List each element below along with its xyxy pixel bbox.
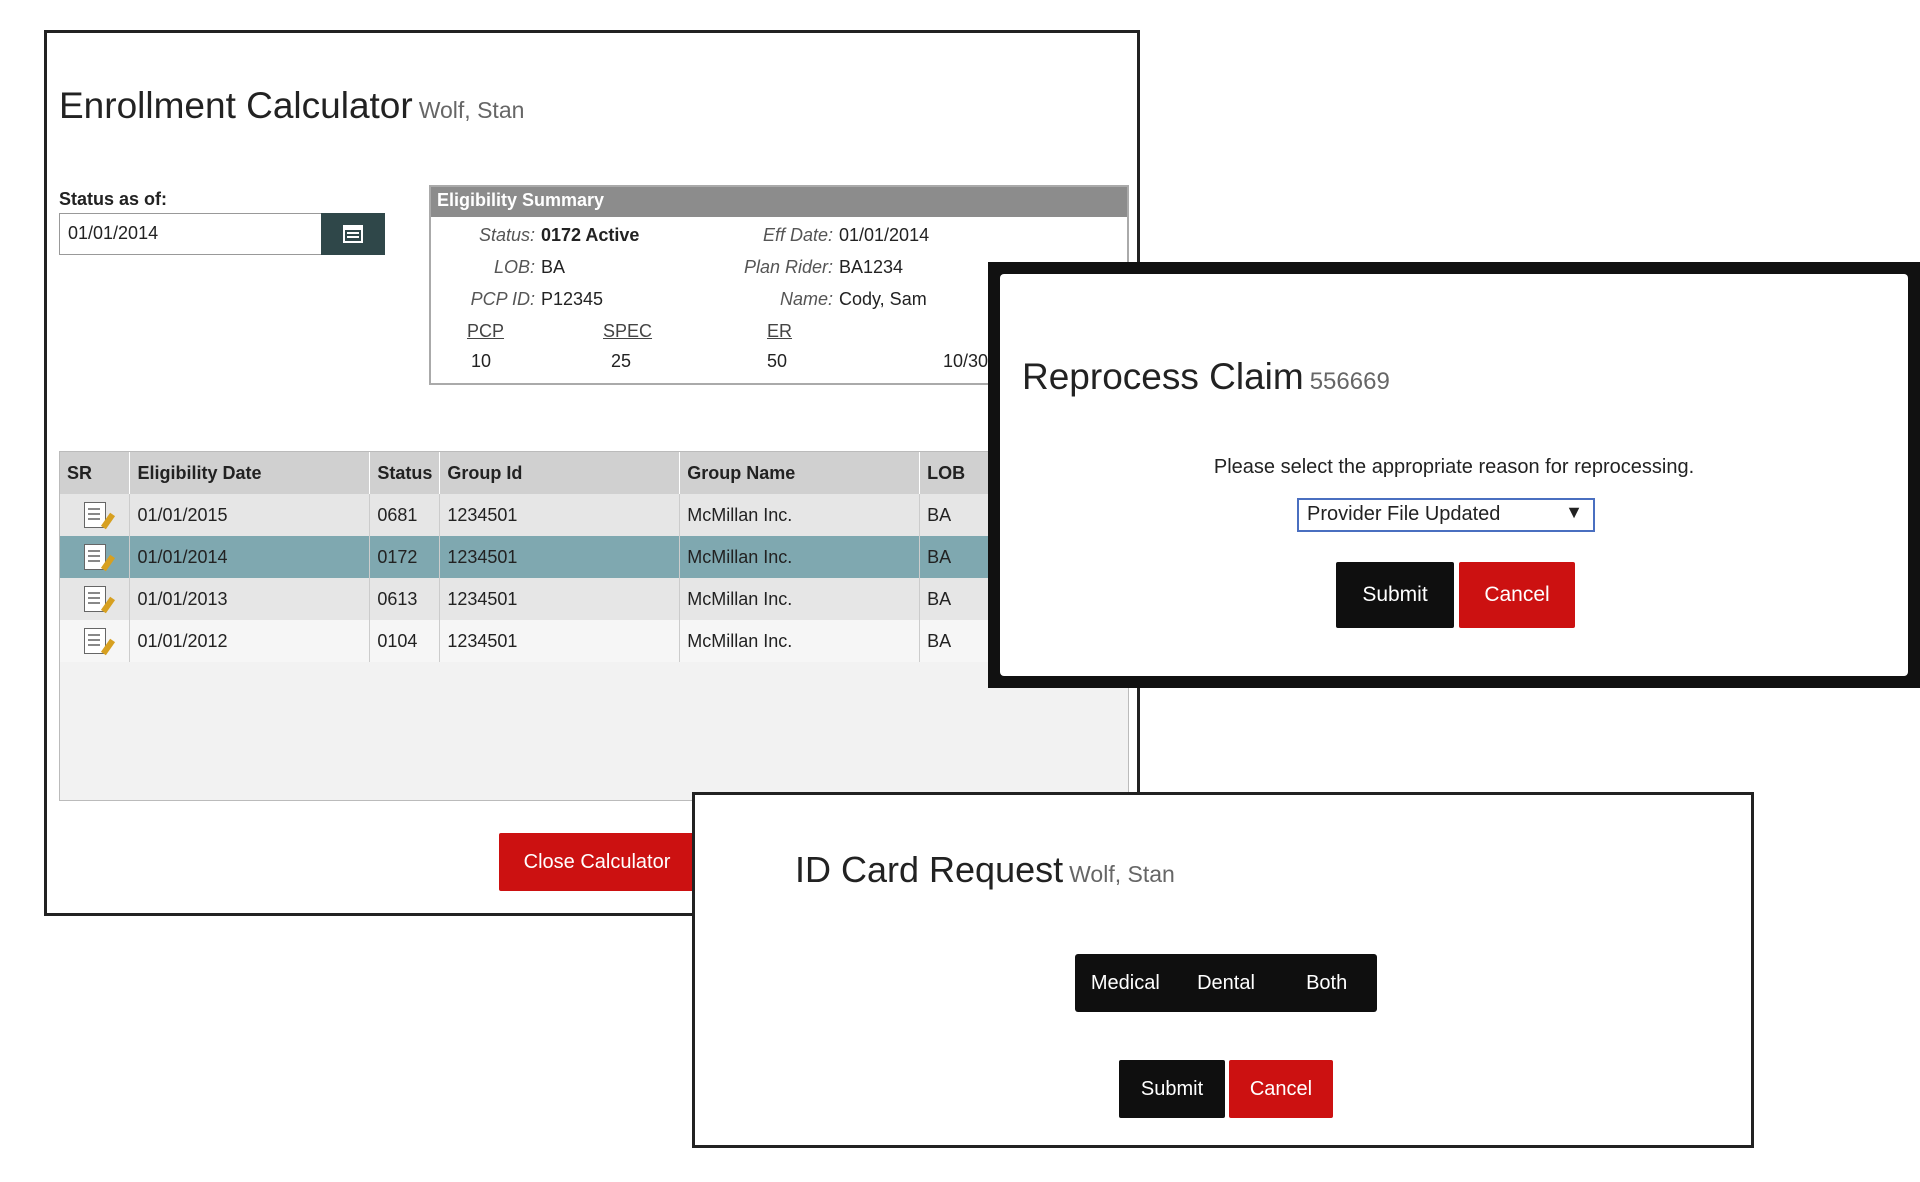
col-header-group-id[interactable]: Group Id <box>439 452 681 494</box>
col-header-status[interactable]: Status <box>369 452 441 494</box>
summary-status: Status: 0172 Active <box>439 225 639 246</box>
edit-document-icon[interactable] <box>83 628 106 654</box>
eligibility-table: SR Eligibility Date Status Group Id Grou… <box>59 451 1129 801</box>
summary-eff-date-label: Eff Date: <box>762 225 833 245</box>
summary-val-er: 50 <box>767 351 788 371</box>
status-as-of-input[interactable] <box>60 214 326 252</box>
calendar-icon <box>343 225 363 243</box>
reprocess-title-text: Reprocess Claim <box>1022 356 1304 397</box>
enrollment-title: Enrollment Calculator Wolf, Stan <box>59 85 524 127</box>
reprocess-title: Reprocess Claim 556669 <box>1022 356 1390 398</box>
group-id-cell: 1234501 <box>439 536 681 578</box>
summary-lob-label: LOB: <box>493 257 535 277</box>
eligibility-date-cell: 01/01/2013 <box>129 578 371 620</box>
table-row[interactable]: 01/01/2013 0613 1234501 McMillan Inc. BA <box>60 578 1128 620</box>
group-name-cell: McMillan Inc. <box>679 536 921 578</box>
summary-val-pcp: 10 <box>471 351 492 371</box>
summary-plan-rider: Plan Rider: BA1234 <box>731 257 903 278</box>
group-id-cell: 1234501 <box>439 494 681 536</box>
idcard-title: ID Card Request Wolf, Stan <box>795 849 1175 891</box>
reprocess-reason-select[interactable]: Provider File Updated ▼ <box>1297 498 1595 532</box>
status-link[interactable]: 0681 <box>369 494 441 536</box>
summary-name: Name: Cody, Sam <box>731 289 927 310</box>
id-card-request-panel: ID Card Request Wolf, Stan Medical Dental… <box>692 792 1754 1148</box>
summary-status-value: 0172 Active <box>541 225 640 245</box>
service-request-cell[interactable] <box>60 494 131 536</box>
idcard-member-name: Wolf, Stan <box>1069 861 1175 887</box>
service-request-cell[interactable] <box>60 620 131 662</box>
eligibility-date-cell: 01/01/2012 <box>129 620 371 662</box>
calendar-button[interactable] <box>321 213 385 255</box>
table-header-row: SR Eligibility Date Status Group Id Grou… <box>60 452 1128 494</box>
idcard-submit-button[interactable]: Submit <box>1119 1060 1225 1118</box>
idcard-cancel-button[interactable]: Cancel <box>1229 1060 1333 1118</box>
close-calculator-button[interactable]: Close Calculator <box>499 833 695 891</box>
eligibility-date-cell: 01/01/2015 <box>129 494 371 536</box>
col-header-sr[interactable]: SR <box>60 452 131 494</box>
service-request-cell[interactable] <box>60 578 131 620</box>
table-row-selected[interactable]: 01/01/2014 0172 1234501 McMillan Inc. BA <box>60 536 1128 578</box>
summary-col-pcp: PCP <box>467 321 505 341</box>
edit-document-icon[interactable] <box>83 586 106 612</box>
summary-col-er: ER <box>767 321 793 341</box>
enrollment-title-text: Enrollment Calculator <box>59 85 413 126</box>
table-row[interactable]: 01/01/2012 0104 1234501 McMillan Inc. BA <box>60 620 1128 662</box>
eligibility-date-cell: 01/01/2014 <box>129 536 371 578</box>
reprocess-claim-content: Reprocess Claim 556669 Please select the … <box>1000 274 1908 676</box>
status-as-of-label: Status as of: <box>59 189 168 209</box>
service-request-cell[interactable] <box>60 536 131 578</box>
card-type-medical[interactable]: Medical <box>1075 954 1176 1012</box>
group-id-cell: 1234501 <box>439 620 681 662</box>
enrollment-member-name: Wolf, Stan <box>418 97 525 123</box>
status-link[interactable]: 0172 <box>369 536 441 578</box>
group-id-cell: 1234501 <box>439 578 681 620</box>
col-header-eligibility-date[interactable]: Eligibility Date <box>129 452 371 494</box>
reprocess-claim-dialog: Reprocess Claim 556669 Please select the … <box>988 262 1920 688</box>
col-header-group-name[interactable]: Group Name <box>679 452 921 494</box>
summary-pcp-id-value: P12345 <box>541 289 604 309</box>
summary-col-spec: SPEC <box>603 321 653 341</box>
status-link[interactable]: 0104 <box>369 620 441 662</box>
card-type-both[interactable]: Both <box>1276 954 1377 1012</box>
edit-document-icon[interactable] <box>83 544 106 570</box>
dropdown-arrow-icon: ▼ <box>1565 502 1583 522</box>
summary-name-label: Name: <box>779 289 833 309</box>
summary-pcp-id: PCP ID: P12345 <box>439 289 603 310</box>
reprocess-prompt: Please select the appropriate reason for… <box>1213 456 1695 478</box>
summary-plan-rider-label: Plan Rider: <box>743 257 833 277</box>
group-name-cell: McMillan Inc. <box>679 494 921 536</box>
edit-document-icon[interactable] <box>83 502 106 528</box>
summary-lob-value: BA <box>541 257 566 277</box>
summary-eff-date-value: 01/01/2014 <box>839 225 930 245</box>
eligibility-summary-header: Eligibility Summary <box>431 187 1127 217</box>
reprocess-reason-value: Provider File Updated <box>1307 503 1501 525</box>
summary-plan-rider-value: BA1234 <box>839 257 904 277</box>
card-type-toggle: Medical Dental Both <box>1075 954 1377 1012</box>
reprocess-submit-button[interactable]: Submit <box>1336 562 1454 628</box>
summary-name-value: Cody, Sam <box>839 289 927 309</box>
group-name-cell: McMillan Inc. <box>679 578 921 620</box>
summary-val-spec: 25 <box>611 351 632 371</box>
status-as-of-field <box>59 213 385 255</box>
summary-pcp-id-label: PCP ID: <box>470 289 535 309</box>
enrollment-calculator-panel: Enrollment Calculator Wolf, Stan Status a… <box>44 30 1140 916</box>
idcard-title-text: ID Card Request <box>795 849 1064 890</box>
claim-number: 556669 <box>1309 368 1390 395</box>
summary-lob: LOB: BA <box>439 257 565 278</box>
summary-eff-date: Eff Date: 01/01/2014 <box>731 225 929 246</box>
table-row[interactable]: 01/01/2015 0681 1234501 McMillan Inc. BA <box>60 494 1128 536</box>
card-type-dental[interactable]: Dental <box>1176 954 1277 1012</box>
group-name-cell: McMillan Inc. <box>679 620 921 662</box>
status-link[interactable]: 0613 <box>369 578 441 620</box>
reprocess-cancel-button[interactable]: Cancel <box>1459 562 1575 628</box>
summary-status-label: Status: <box>478 225 535 245</box>
